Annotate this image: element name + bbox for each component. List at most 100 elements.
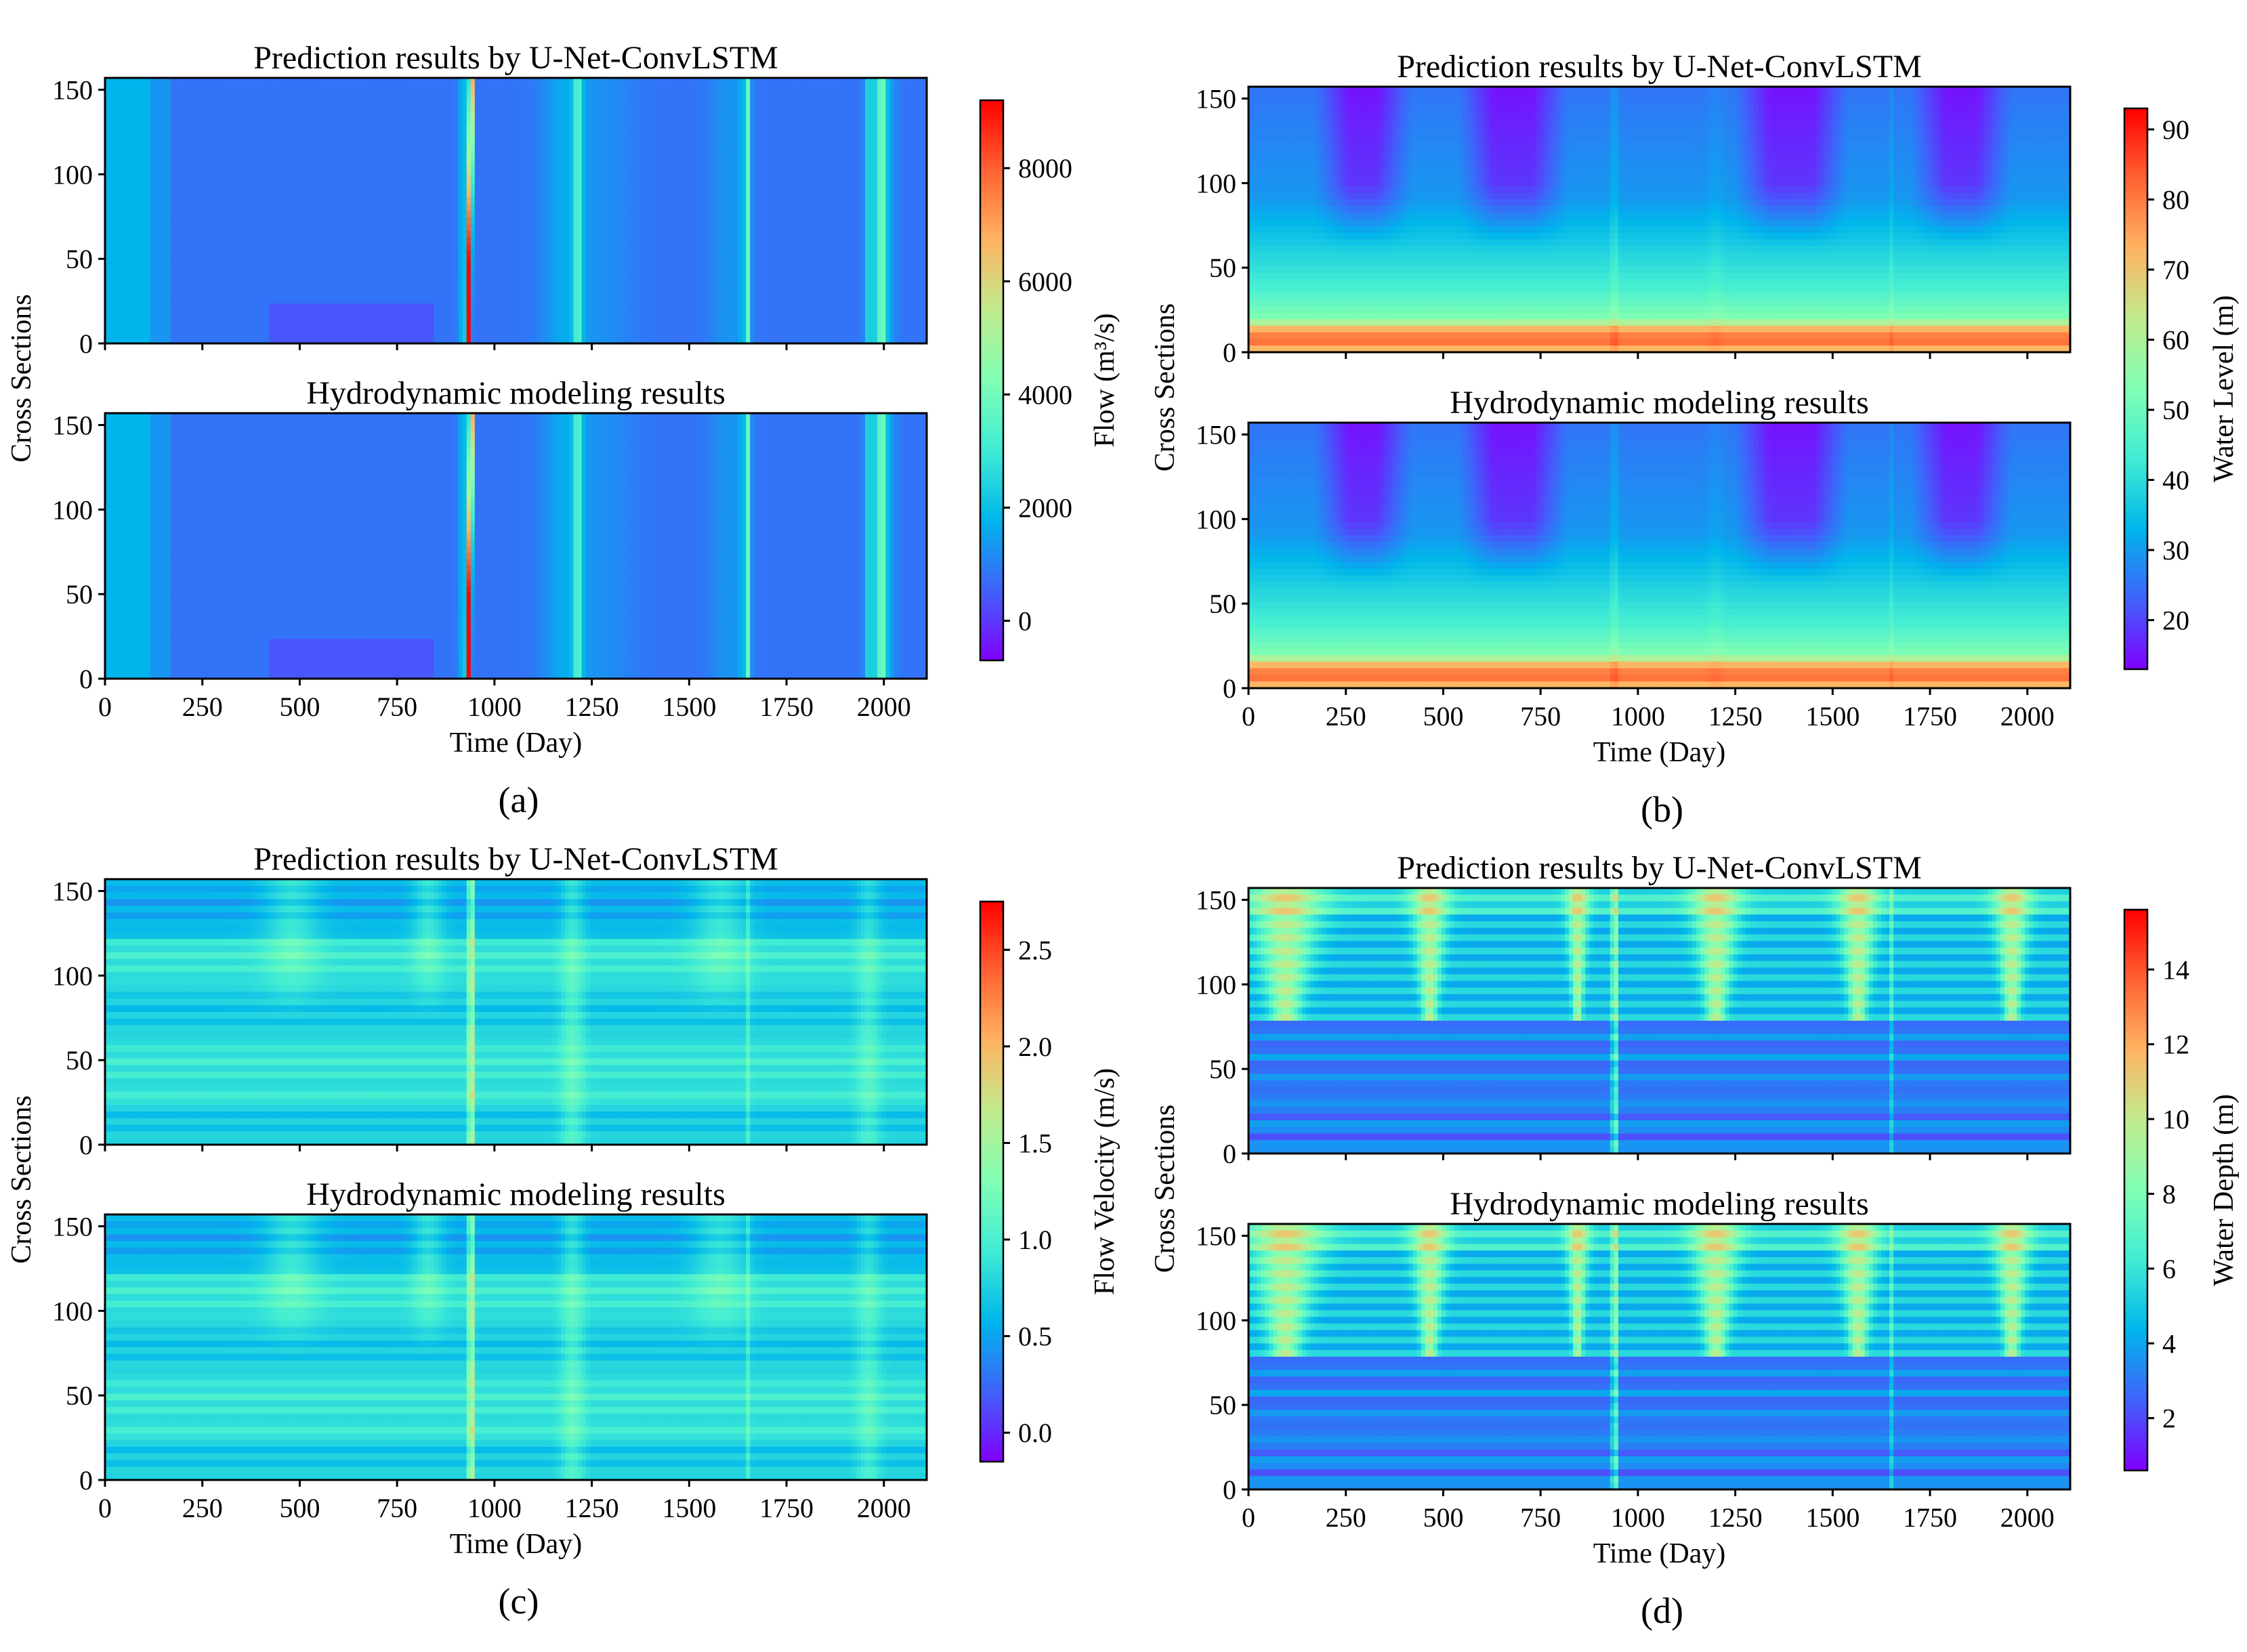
heatmap-cell xyxy=(799,78,804,85)
heatmap-cell xyxy=(828,78,833,85)
heatmap-cell xyxy=(582,85,587,91)
heatmap-cell xyxy=(331,85,336,91)
heatmap-cell xyxy=(187,91,192,98)
heatmap-cell xyxy=(688,78,693,85)
heatmap-cell xyxy=(417,78,422,85)
heatmap-cell xyxy=(442,85,446,91)
heatmap-cell xyxy=(656,85,660,91)
heatmap-cell xyxy=(401,78,406,85)
heatmap-cell xyxy=(455,85,459,91)
heatmap-cell xyxy=(869,85,874,91)
heatmap-cell xyxy=(306,91,311,98)
heatmap-cell xyxy=(298,85,303,91)
heatmap-cell xyxy=(232,85,237,91)
heatmap-cell xyxy=(889,85,894,91)
heatmap-cell xyxy=(730,78,734,85)
heatmap-cell xyxy=(660,78,665,85)
heatmap-cell xyxy=(113,85,118,91)
heatmap-cell xyxy=(142,91,147,98)
heatmap-cell xyxy=(121,91,126,98)
heatmap-cell xyxy=(528,85,533,91)
heatmap-cell xyxy=(352,78,356,85)
heatmap-cell xyxy=(405,85,410,91)
heatmap-cell xyxy=(787,85,792,91)
heatmap-cell xyxy=(204,85,209,91)
heatmap-cell xyxy=(898,78,903,85)
heatmap-cell xyxy=(348,85,352,91)
heatmap-cell xyxy=(771,78,776,85)
heatmap-cell xyxy=(459,78,463,85)
heatmap-cell xyxy=(889,78,894,85)
heatmap-cell xyxy=(117,78,122,85)
heatmap-cell xyxy=(487,78,492,85)
heatmap-cell xyxy=(857,85,862,91)
heatmap-cell xyxy=(236,85,241,91)
heatmap-cell xyxy=(545,85,549,91)
heatmap-cell xyxy=(397,85,402,91)
heatmap-cell xyxy=(479,85,484,91)
heatmap-cell xyxy=(455,78,459,85)
heatmap-cell xyxy=(746,85,751,91)
heatmap-cell xyxy=(261,85,266,91)
heatmap-cell xyxy=(516,78,521,85)
heatmap-cell xyxy=(240,85,245,91)
heatmap-cell xyxy=(191,78,196,85)
heatmap-cell xyxy=(113,91,118,98)
heatmap-cell xyxy=(331,78,336,85)
heatmap-cell xyxy=(413,85,418,91)
heatmap-cell xyxy=(467,85,471,91)
heatmap-cell xyxy=(421,85,426,91)
heatmap-cell xyxy=(163,85,167,91)
heatmap-cell xyxy=(807,85,812,91)
heatmap-cell xyxy=(660,85,665,91)
heatmap-cell xyxy=(232,91,237,98)
heatmap-cell xyxy=(335,85,340,91)
heatmap-cell xyxy=(598,85,603,91)
heatmap-cell xyxy=(590,85,595,91)
heatmap-cell xyxy=(138,91,143,98)
heatmap-cell xyxy=(191,85,196,91)
heatmap-cell xyxy=(270,91,274,98)
heatmap-cell xyxy=(138,78,143,85)
heatmap-cell xyxy=(561,85,566,91)
heatmap-cell xyxy=(491,78,496,85)
heatmap-cell xyxy=(167,85,171,91)
heatmap-cell xyxy=(837,85,841,91)
heatmap-cell xyxy=(282,91,287,98)
heatmap-cell xyxy=(820,78,824,85)
heatmap-cell xyxy=(360,78,364,85)
heatmap-cell xyxy=(117,91,122,98)
heatmap-cell xyxy=(388,85,393,91)
heatmap-cell xyxy=(742,85,747,91)
heatmap-cell xyxy=(224,85,229,91)
heatmap-cell xyxy=(266,78,270,85)
heatmap-cell xyxy=(405,78,410,85)
heatmap-cell xyxy=(511,85,516,91)
heatmap-cell xyxy=(253,78,257,85)
heatmap-cell xyxy=(511,78,516,85)
heatmap-cell xyxy=(475,85,480,91)
heatmap-cell xyxy=(754,78,759,85)
heatmap-cell xyxy=(721,85,726,91)
heatmap-cell xyxy=(146,85,151,91)
heatmap-cell xyxy=(734,85,738,91)
heatmap-cell xyxy=(376,78,381,85)
heatmap-cell xyxy=(881,85,886,91)
heatmap-cell xyxy=(257,91,261,98)
heatmap-cell xyxy=(631,85,635,91)
heatmap-cell xyxy=(606,85,611,91)
heatmap-cell xyxy=(676,85,681,91)
heatmap-cell xyxy=(824,78,828,85)
heatmap-cell xyxy=(290,85,295,91)
heatmap-cell xyxy=(639,78,644,85)
heatmap-cell xyxy=(425,85,430,91)
heatmap-cell xyxy=(812,85,816,91)
heatmap-cell xyxy=(520,85,525,91)
heatmap-cell xyxy=(314,91,319,98)
heatmap-cell xyxy=(450,78,455,85)
heatmap-cell xyxy=(302,91,307,98)
heatmap-cell xyxy=(885,85,890,91)
heatmap-cell xyxy=(417,85,422,91)
heatmap-cell xyxy=(713,85,718,91)
heatmap-cell xyxy=(302,85,307,91)
